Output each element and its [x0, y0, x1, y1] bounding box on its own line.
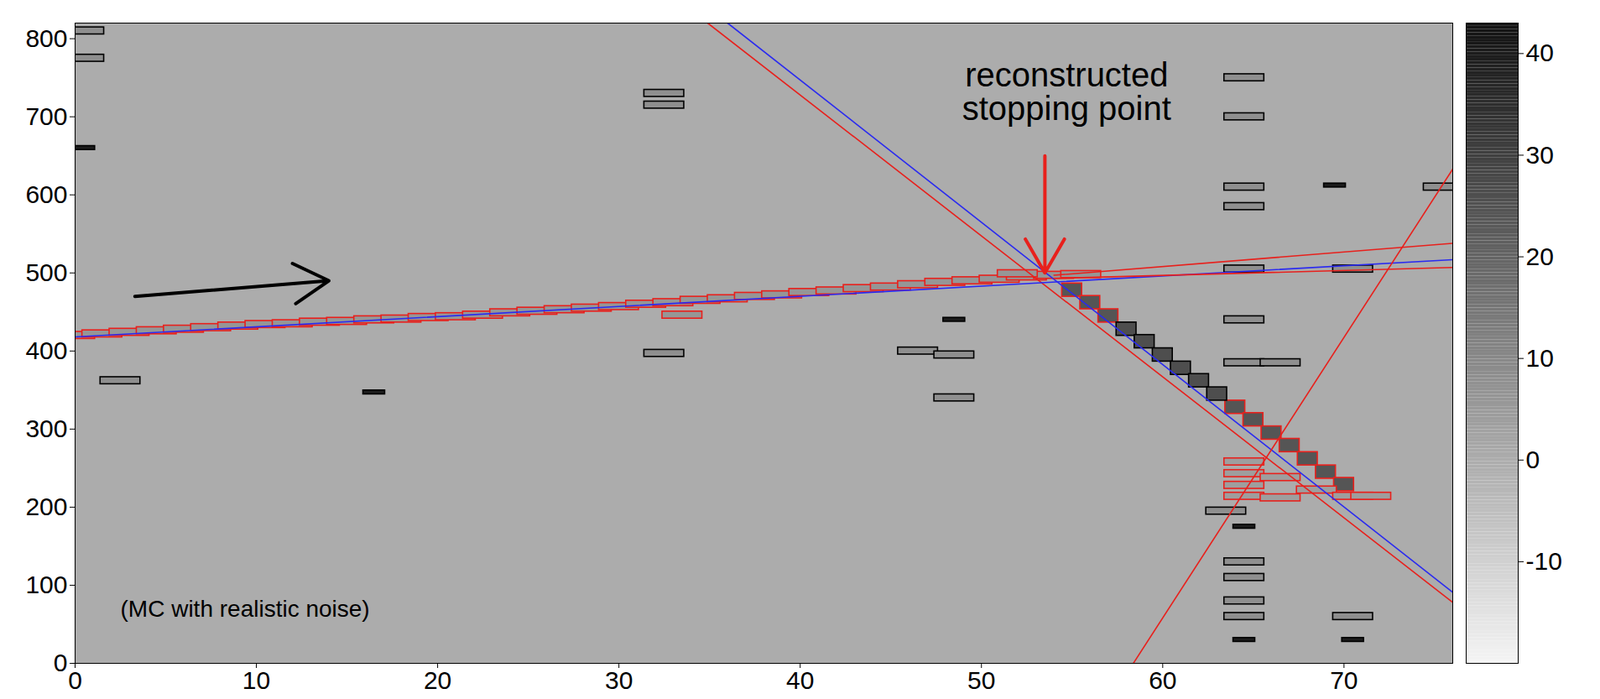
svg-text:50: 50 — [967, 666, 996, 694]
svg-text:30: 30 — [1526, 140, 1554, 169]
svg-text:30: 30 — [604, 666, 633, 694]
svg-text:20: 20 — [1526, 242, 1554, 271]
svg-text:10: 10 — [242, 666, 271, 694]
svg-text:reconstructedstopping point: reconstructedstopping point — [962, 56, 1172, 127]
svg-text:20: 20 — [423, 666, 452, 694]
svg-text:70: 70 — [1329, 666, 1358, 694]
svg-text:-10: -10 — [1526, 547, 1563, 575]
svg-text:100: 100 — [25, 570, 68, 599]
svg-text:10: 10 — [1526, 343, 1554, 372]
svg-text:0: 0 — [53, 648, 68, 677]
svg-text:700: 700 — [25, 102, 68, 131]
svg-text:600: 600 — [25, 180, 68, 209]
svg-text:0: 0 — [1526, 445, 1541, 474]
svg-text:200: 200 — [25, 492, 68, 521]
svg-text:300: 300 — [25, 414, 68, 443]
svg-text:800: 800 — [25, 24, 68, 53]
svg-text:(MC with realistic noise): (MC with realistic noise) — [120, 595, 371, 622]
svg-text:400: 400 — [25, 336, 68, 365]
svg-text:0: 0 — [67, 666, 83, 694]
svg-text:500: 500 — [25, 258, 68, 287]
svg-text:60: 60 — [1148, 666, 1177, 694]
svg-text:40: 40 — [1526, 38, 1554, 67]
svg-text:40: 40 — [786, 666, 814, 694]
